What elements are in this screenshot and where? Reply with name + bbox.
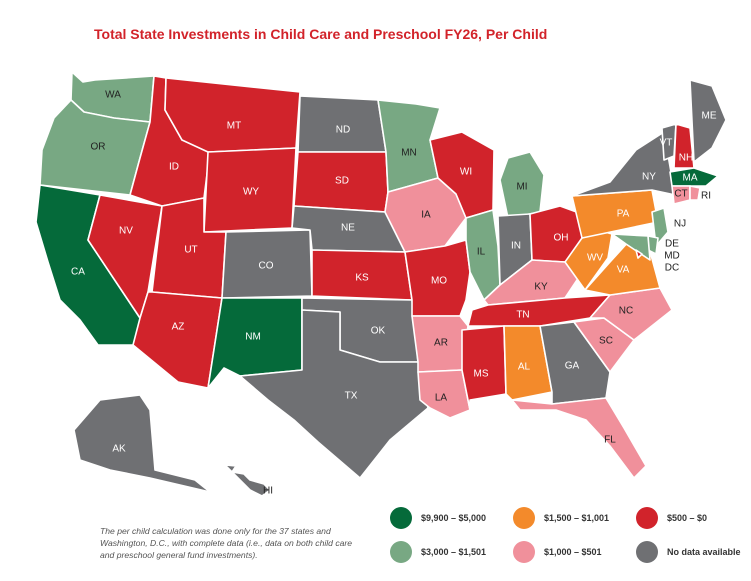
state-label-ct: CT [674, 189, 687, 200]
state-ri [689, 185, 701, 201]
state-label-ok: OK [371, 326, 386, 337]
legend-label: $1,000 – $501 [544, 547, 602, 557]
state-label-nj: NJ [674, 219, 686, 230]
state-label-mo: MO [431, 276, 447, 287]
state-label-ny: NY [642, 172, 656, 183]
state-label-nc: NC [619, 306, 633, 317]
state-label-mn: MN [401, 148, 417, 159]
legend: $9,900 – $5,000 $3,000 – $1,501 $1,500 –… [390, 500, 741, 580]
state-label-sd: SD [335, 176, 349, 187]
state-label-de: DE [665, 239, 679, 250]
state-label-id: ID [169, 162, 179, 173]
state-label-dc: DC [665, 263, 679, 274]
state-label-me: ME [702, 111, 717, 122]
state-label-va: VA [617, 265, 630, 276]
state-fl [511, 397, 647, 479]
state-label-oh: OH [554, 233, 569, 244]
state-label-mt: MT [227, 121, 241, 132]
state-label-la: LA [435, 393, 448, 404]
state-label-ne: NE [341, 223, 355, 234]
legend-label: $3,000 – $1,501 [421, 547, 487, 557]
state-dc [635, 249, 643, 259]
state-mo [404, 239, 471, 317]
state-tx [239, 309, 429, 479]
state-label-ak: AK [112, 444, 126, 455]
state-az [132, 291, 223, 389]
legend-label: $500 – $0 [667, 513, 708, 523]
legend-swatch [513, 541, 535, 563]
legend-item: No data available [636, 541, 741, 563]
legend-item: $9,900 – $5,000 [390, 507, 486, 529]
state-label-nh: NH [679, 153, 693, 164]
state-pa [571, 189, 659, 239]
state-label-sc: SC [599, 336, 613, 347]
state-label-nd: ND [336, 125, 350, 136]
legend-item: $3,000 – $1,501 [390, 541, 486, 563]
legend-item: $1,500 – $1,001 [513, 507, 609, 529]
state-label-ia: IA [421, 210, 431, 221]
legend-swatch [636, 541, 658, 563]
legend-item: $500 – $0 [636, 507, 707, 529]
state-label-ga: GA [565, 361, 580, 372]
state-label-wi: WI [460, 167, 472, 178]
state-label-ca: CA [71, 267, 85, 278]
state-label-ks: KS [355, 273, 369, 284]
state-label-al: AL [518, 362, 531, 373]
state-label-hi: HI [263, 486, 273, 497]
state-label-co: CO [259, 261, 274, 272]
state-hi [224, 464, 271, 497]
legend-label: $1,500 – $1,001 [544, 513, 610, 523]
state-label-ms: MS [474, 369, 489, 380]
legend-label: No data available [667, 547, 741, 557]
state-ma [669, 167, 719, 187]
state-label-fl: FL [604, 435, 616, 446]
state-label-wa: WA [105, 90, 121, 101]
state-me [689, 79, 727, 163]
state-label-az: AZ [172, 322, 185, 333]
state-label-mi: MI [516, 182, 527, 193]
legend-label: $9,900 – $5,000 [421, 513, 487, 523]
state-label-wy: WY [243, 187, 259, 198]
legend-swatch [390, 507, 412, 529]
state-label-ma: MA [683, 173, 698, 184]
state-ak [73, 394, 211, 493]
legend-swatch [390, 541, 412, 563]
us-map: WA OR CA NV ID MT WY UT AZ CO NM ND SD N… [35, 71, 727, 497]
state-label-tx: TX [345, 391, 358, 402]
state-label-wv: WV [587, 253, 603, 264]
state-label-tn: TN [516, 310, 529, 321]
legend-swatch [636, 507, 658, 529]
footnote: The per child calculation was done only … [100, 526, 353, 560]
state-nj [651, 207, 669, 247]
state-label-vt: VT [660, 138, 673, 149]
state-label-md: MD [664, 251, 680, 262]
state-label-nm: NM [245, 332, 261, 343]
state-label-ut: UT [184, 245, 197, 256]
state-label-ri: RI [701, 191, 711, 202]
state-label-nv: NV [119, 226, 133, 237]
state-label-ar: AR [434, 338, 448, 349]
state-mt [164, 77, 301, 153]
legend-swatch [513, 507, 535, 529]
state-label-or: OR [91, 142, 106, 153]
state-label-in: IN [511, 241, 521, 252]
legend-item: $1,000 – $501 [513, 541, 602, 563]
state-al [503, 325, 553, 401]
state-label-il: IL [477, 247, 486, 258]
state-label-pa: PA [617, 209, 630, 220]
map-title: Total State Investments in Child Care an… [94, 26, 548, 42]
state-label-ky: KY [534, 282, 548, 293]
